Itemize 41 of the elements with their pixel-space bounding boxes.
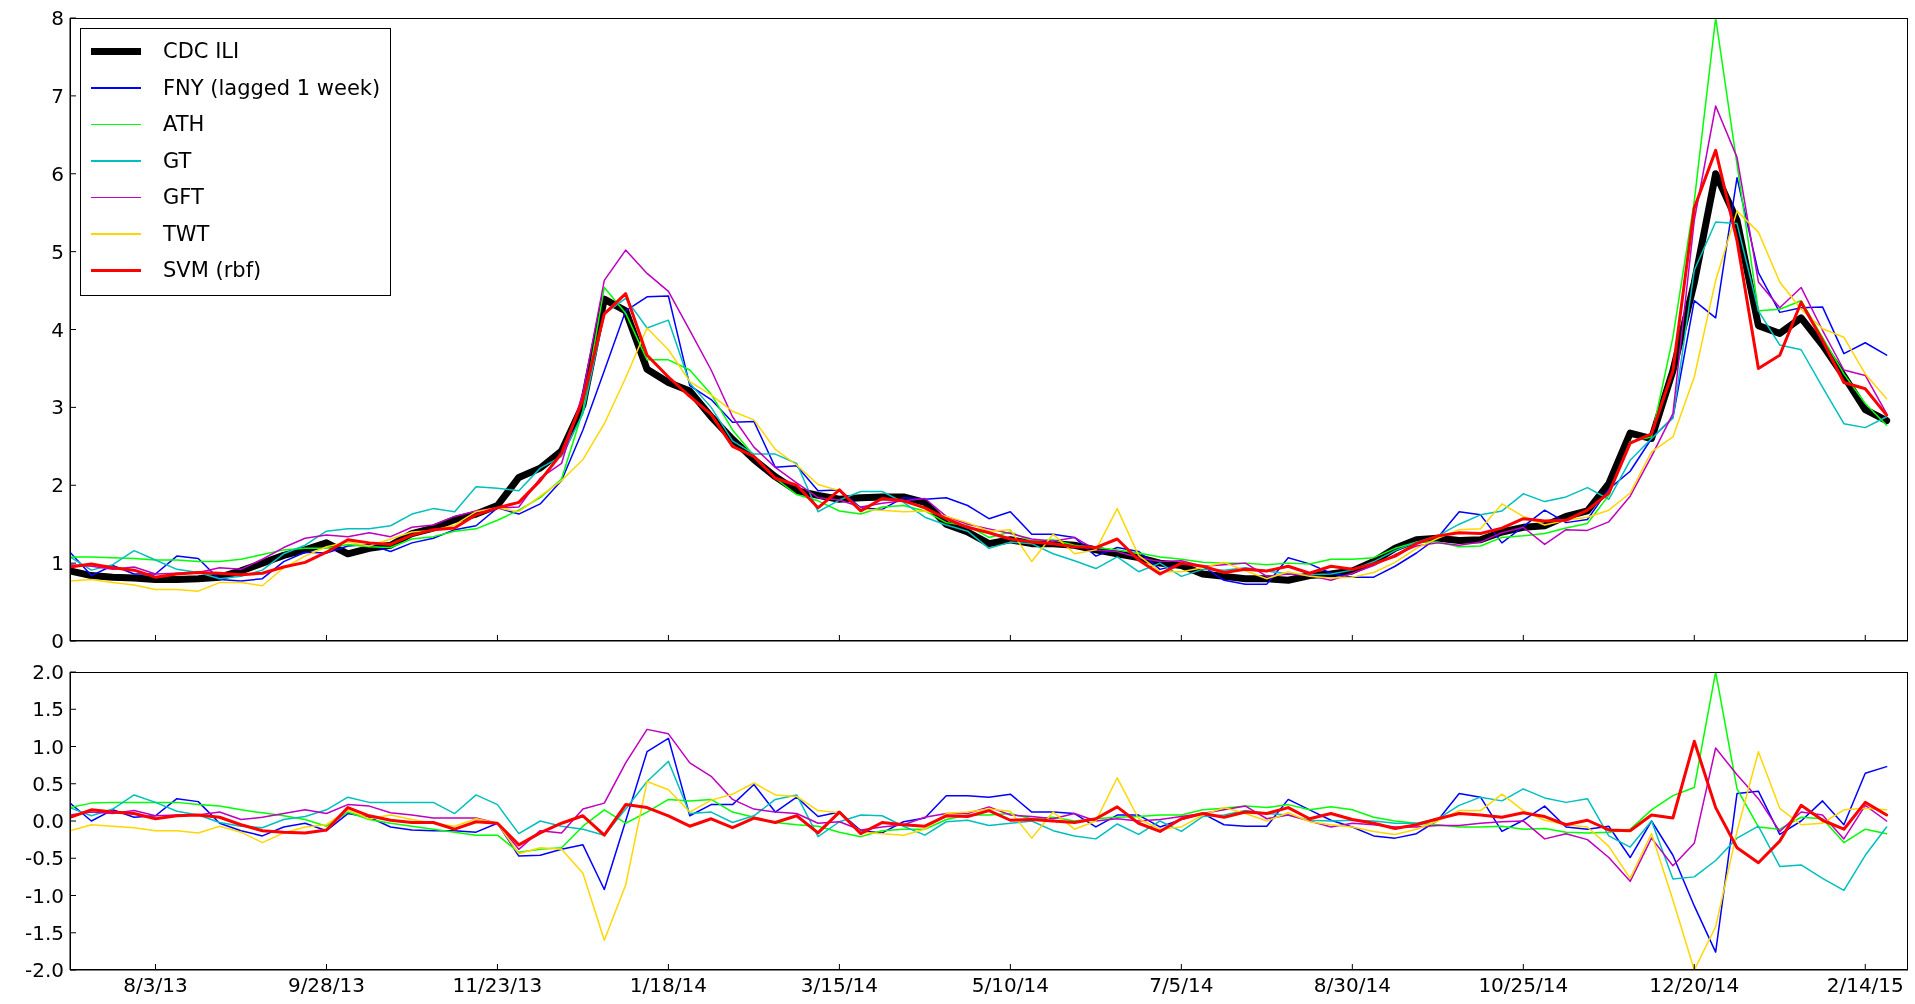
y-tick-label: -0.5 [24,846,64,871]
x-tick-label: 8/30/14 [1313,973,1391,998]
x-tick-label: 1/18/14 [629,973,707,998]
x-tick-label: 9/28/13 [287,973,366,998]
y-tick-label: 2 [51,473,64,498]
x-tick-label: 11/23/13 [452,973,543,998]
line-series [70,728,1888,883]
legend-label: TWT [163,220,210,248]
y-tick-label: 4 [51,317,64,342]
x-tick-label: 8/3/13 [123,973,188,998]
x-tick-label: 5/10/14 [971,973,1049,998]
y-tick-label: -1.5 [24,920,64,945]
x-tick-label: 2/14/15 [1826,973,1904,998]
line-series [70,760,1888,892]
y-tick-label: 5 [51,239,64,264]
y-tick-label: 0.0 [32,809,64,834]
y-tick-label: 8 [51,6,64,31]
y-tick-label: 2.0 [32,660,64,685]
y-tick-label: 3 [51,395,64,420]
legend-label: GFT [163,184,204,211]
y-tick-label: 1 [51,551,64,576]
y-tick-label: 1.0 [32,734,64,759]
line-series [70,739,1889,865]
y-tick-label: -1.0 [24,883,64,908]
y-tick-label: -2.0 [24,958,64,983]
x-tick-label: 10/25/14 [1478,973,1569,998]
legend-label: ATH [163,111,205,138]
line-series [70,672,1888,854]
y-tick-label: 0.5 [32,771,64,796]
x-tick-label: 7/5/14 [1149,973,1214,998]
legend-label: FNY (lagged 1 week) [163,74,381,102]
legend-label: CDC ILI [163,38,240,65]
x-tick-label: 3/15/14 [800,973,878,998]
x-tick-label: 12/20/14 [1649,973,1740,998]
line-series [70,18,1888,566]
legend-label: GT [163,147,192,175]
legend-label: SVM (rbf) [163,257,262,284]
y-tick-label: 7 [51,83,64,108]
y-tick-label: 1.5 [32,697,64,722]
y-tick-label: 0 [51,629,64,654]
y-tick-label: 6 [51,161,64,186]
